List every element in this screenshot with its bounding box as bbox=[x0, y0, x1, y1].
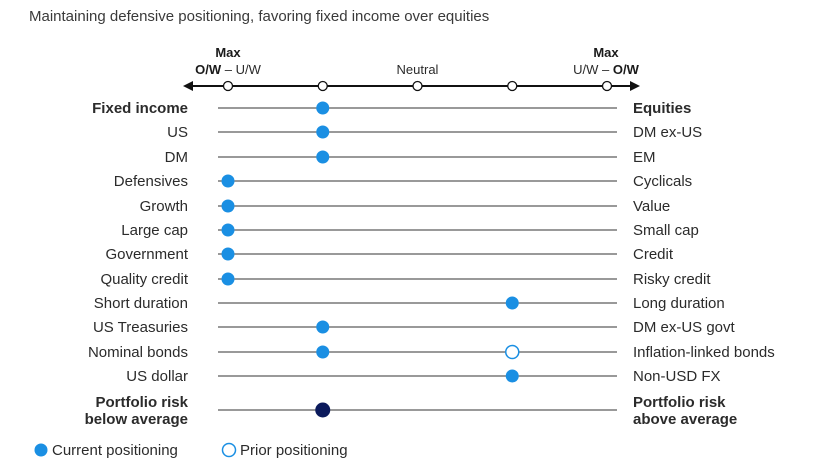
row-3: Defensives Cyclicals bbox=[114, 173, 692, 190]
current-position-marker bbox=[221, 223, 235, 237]
axis-right-line2_a: U/W bbox=[573, 62, 599, 77]
axis-right-max: Max bbox=[593, 45, 619, 60]
axis-tick-2 bbox=[317, 80, 328, 92]
axis-right-line2_b: O/W bbox=[613, 62, 640, 77]
axis-tick-3 bbox=[412, 80, 423, 92]
row-left-label: Growth bbox=[140, 198, 188, 215]
axis-right-uw-ow: U/W – O/W bbox=[573, 62, 639, 77]
row-left-label: Government bbox=[105, 246, 188, 263]
current-position-marker bbox=[221, 199, 235, 213]
row-left-label: Portfolio risk bbox=[95, 394, 188, 411]
row-left-label: DM bbox=[165, 149, 188, 166]
row-left-label: Nominal bonds bbox=[88, 344, 188, 361]
row-11: US dollar Non-USD FX bbox=[126, 368, 720, 385]
current-position-marker bbox=[505, 369, 519, 383]
current-position-marker bbox=[316, 125, 330, 139]
row-right-label: Non-USD FX bbox=[633, 368, 721, 385]
row-left-label: Fixed income bbox=[92, 100, 188, 117]
current-position-marker bbox=[221, 247, 235, 261]
row-right-label: Inflation-linked bonds bbox=[633, 344, 775, 361]
legend: Current positioning Prior positioning bbox=[34, 442, 348, 459]
axis-right-line2_sep: – bbox=[598, 62, 612, 77]
current-position-marker bbox=[316, 345, 330, 359]
legend-prior-marker bbox=[221, 442, 237, 458]
row-9: US Treasuries DM ex-US govt bbox=[93, 319, 736, 336]
axis-neutral-label: Neutral bbox=[397, 62, 439, 77]
current-position-marker bbox=[316, 101, 330, 115]
row-right-label: Small cap bbox=[633, 222, 699, 239]
row-left-label: US Treasuries bbox=[93, 319, 188, 336]
row-right-label: Portfolio risk bbox=[633, 394, 726, 411]
axis-left-line2_a: O/W bbox=[195, 62, 222, 77]
row-1: US DM ex-US bbox=[167, 124, 702, 141]
axis-left-max: Max bbox=[215, 45, 241, 60]
row-left-label: Short duration bbox=[94, 295, 188, 312]
axis-tick-4 bbox=[507, 80, 518, 92]
row-left-label: US bbox=[167, 124, 188, 141]
axis-tick-1 bbox=[222, 80, 234, 92]
current-position-marker bbox=[316, 150, 330, 164]
row-5: Large cap Small cap bbox=[121, 222, 699, 239]
row-left-label: below average bbox=[85, 411, 188, 428]
row-right-label: Credit bbox=[633, 246, 674, 263]
row-left-label: Large cap bbox=[121, 222, 188, 239]
legend-prior-label: Prior positioning bbox=[240, 442, 348, 459]
row-right-label: Equities bbox=[633, 100, 691, 117]
row-right-label: Value bbox=[633, 198, 670, 215]
current-position-marker bbox=[315, 402, 331, 418]
row-right-label: Risky credit bbox=[633, 271, 711, 288]
row-2: DM EM bbox=[165, 149, 656, 166]
row-4: Growth Value bbox=[140, 198, 671, 215]
axis-left-line2_b: U/W bbox=[236, 62, 262, 77]
row-right-label: EM bbox=[633, 149, 656, 166]
row-10: Nominal bonds Inflation-linked bonds bbox=[88, 344, 775, 361]
row-8: Short duration Long duration bbox=[94, 295, 725, 312]
row-right-label: DM ex-US govt bbox=[633, 319, 736, 336]
axis-left-arrow-icon bbox=[183, 81, 193, 91]
row-right-label: Long duration bbox=[633, 295, 725, 312]
row-0: Fixed income Equities bbox=[92, 100, 691, 117]
row-6: Government Credit bbox=[105, 246, 673, 263]
axis-left-ow-uw: O/W – U/W bbox=[195, 62, 261, 77]
row-7: Quality credit Risky credit bbox=[100, 271, 711, 288]
legend-current-marker bbox=[34, 443, 48, 457]
row-right-label: above average bbox=[633, 411, 737, 428]
axis-tick-5 bbox=[601, 80, 613, 92]
row-right-label: Cyclicals bbox=[633, 173, 692, 190]
rows: Fixed income Equities US DM ex-US DM EM Defens… bbox=[85, 100, 775, 428]
current-position-marker bbox=[505, 296, 519, 310]
axis-left-line2_sep: – bbox=[221, 62, 235, 77]
row-left-label: Defensives bbox=[114, 173, 188, 190]
row-right-label: DM ex-US bbox=[633, 124, 702, 141]
scale-axis: Max O/W – U/W Neutral Max U/W – O/W bbox=[183, 45, 640, 92]
chart-title: Maintaining defensive positioning, favor… bbox=[29, 8, 489, 25]
row-left-label: US dollar bbox=[126, 368, 188, 385]
prior-position-marker bbox=[505, 344, 520, 360]
axis-right-arrow-icon bbox=[630, 81, 640, 91]
current-position-marker bbox=[221, 272, 235, 286]
current-position-marker bbox=[316, 320, 330, 334]
legend-current-label: Current positioning bbox=[52, 442, 178, 459]
row-left-label: Quality credit bbox=[100, 271, 188, 288]
current-position-marker bbox=[221, 174, 235, 188]
